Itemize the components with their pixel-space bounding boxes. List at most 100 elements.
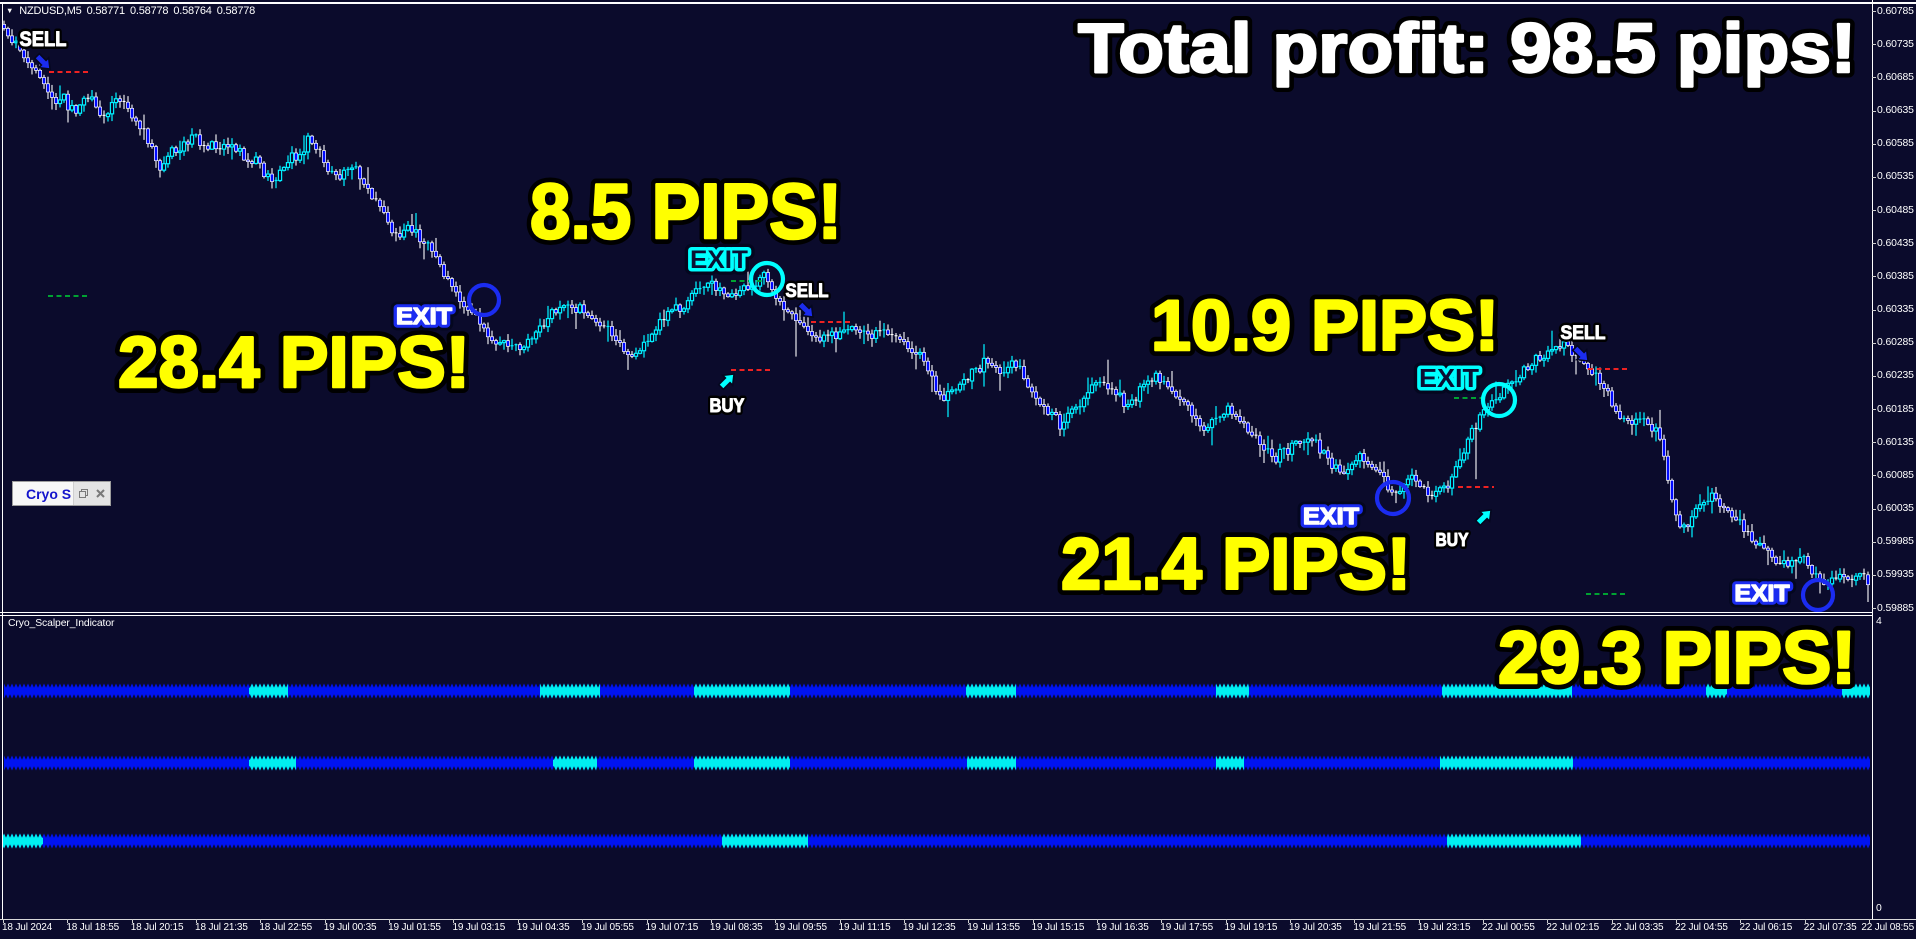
svg-text:EXIT: EXIT (1735, 580, 1790, 606)
quote-open: 0.58771 (86, 5, 126, 17)
svg-text:BUY: BUY (1436, 530, 1469, 550)
price-tick (1872, 541, 1876, 543)
time-tick (646, 919, 648, 923)
price-axis-separator (1871, 0, 1873, 919)
price-label: 0.60585 (1877, 138, 1914, 150)
pane-separator-upper[interactable] (0, 611, 1872, 614)
price-label: 0.60385 (1877, 270, 1914, 282)
time-label: 22 Jul 04:55 (1675, 922, 1728, 933)
price-tick (1872, 608, 1876, 609)
time-tick (1547, 919, 1549, 923)
svg-text:EXIT: EXIT (690, 246, 748, 274)
time-label: 19 Jul 08:35 (709, 922, 763, 933)
svg-text:EXIT: EXIT (1735, 580, 1790, 606)
price-label: 0.60035 (1877, 503, 1914, 514)
time-tick (1225, 919, 1227, 923)
sell-arrow-2[interactable] (795, 299, 818, 322)
chart-dropdown-icon[interactable]: ▼ (6, 5, 14, 15)
svg-text:29.3 PIPS!: 29.3 PIPS! (1498, 616, 1856, 699)
time-tick (1740, 919, 1742, 923)
time-label: 19 Jul 11:15 (838, 922, 891, 933)
sell-arrow-1[interactable] (32, 51, 55, 74)
price-label: 0.59935 (1877, 569, 1914, 581)
pips-label-3: 10.9 PIPS!10.9 PIPS! (1145, 281, 1505, 372)
indicator-row-1 (4, 683, 1870, 699)
price-label: 0.60335 (1877, 304, 1914, 315)
exit-circle-4[interactable] (1480, 381, 1518, 419)
price-tick (1872, 110, 1876, 112)
price-tick (1872, 243, 1876, 245)
cryo-scalper-panel[interactable]: Cryo S (12, 481, 111, 506)
price-tick (1872, 409, 1876, 410)
time-tick (1354, 919, 1356, 923)
time-label: 22 Jul 08:55 (1861, 922, 1914, 933)
price-tick (1872, 44, 1876, 46)
price-tick (1872, 375, 1876, 377)
svg-text:8.5 PIPS!: 8.5 PIPS! (530, 167, 842, 255)
time-label: 19 Jul 23:15 (1417, 922, 1471, 933)
exit-circle-3[interactable] (1374, 479, 1412, 517)
price-label: 0.60185 (1877, 403, 1914, 415)
svg-text:BUY: BUY (1436, 530, 1469, 550)
time-label: 22 Jul 03:35 (1610, 922, 1664, 933)
time-label: 19 Jul 00:35 (323, 922, 377, 933)
time-label: 19 Jul 20:35 (1289, 922, 1342, 933)
time-tick (1032, 919, 1034, 923)
svg-text:BUY: BUY (710, 396, 745, 417)
time-tick (839, 919, 841, 923)
buy-arrow-1[interactable] (716, 369, 739, 392)
time-label: 22 Jul 07:35 (1803, 922, 1857, 933)
price-label: 0.60235 (1877, 370, 1914, 382)
time-label: 22 Jul 02:15 (1546, 922, 1600, 933)
svg-text:SELL: SELL (20, 28, 67, 51)
svg-text:EXIT: EXIT (1419, 363, 1479, 393)
price-tick (1872, 143, 1876, 145)
time-tick (775, 919, 777, 923)
time-tick (1418, 919, 1420, 923)
price-tick (1872, 442, 1876, 444)
buy-arrow-2[interactable] (1473, 505, 1496, 528)
total-profit-banner: Total profit: 98.5 pips!Total profit: 98… (1073, 4, 1862, 93)
time-tick (389, 919, 391, 923)
svg-text:29.3 PIPS!: 29.3 PIPS! (1498, 616, 1856, 699)
time-label: 18 Jul 2024 (2, 922, 53, 933)
pips-label-4: 21.4 PIPS!21.4 PIPS! (1055, 518, 1417, 611)
symbol-timeframe: NZDUSD,M5 (19, 5, 82, 17)
pane-separator-lower[interactable] (0, 614, 1872, 617)
svg-text:SELL: SELL (1561, 323, 1606, 344)
pips-label-2: 8.5 PIPS!8.5 PIPS! (524, 161, 848, 261)
price-label: 0.60485 (1877, 204, 1914, 216)
time-tick (1611, 919, 1613, 923)
quote-high: 0.58778 (129, 5, 169, 17)
restore-icon[interactable] (77, 487, 90, 500)
close-icon[interactable] (94, 487, 107, 500)
svg-text:21.4 PIPS!: 21.4 PIPS! (1061, 524, 1411, 605)
time-tick (196, 919, 198, 923)
time-label: 19 Jul 17:55 (1160, 922, 1213, 933)
time-tick (131, 919, 133, 923)
indicator-name-label: Cryo_Scalper_Indicator (8, 618, 115, 629)
time-tick (903, 919, 905, 923)
bull-candle-bodies (13, 40, 1863, 585)
time-label: 19 Jul 12:35 (902, 922, 956, 933)
svg-text:EXIT: EXIT (1419, 363, 1479, 393)
svg-text:21.4 PIPS!: 21.4 PIPS! (1061, 524, 1411, 605)
exit-circle-1[interactable] (466, 282, 502, 318)
time-tick (1096, 919, 1098, 923)
price-tick (1872, 11, 1876, 12)
indicator-scale-max: 4 (1876, 616, 1882, 627)
time-tick (582, 919, 584, 923)
svg-text:SELL: SELL (786, 281, 829, 302)
sell-arrow-3[interactable] (1570, 343, 1593, 366)
exit-circle-2[interactable] (748, 260, 786, 298)
exit-circle-5[interactable] (1800, 577, 1836, 613)
time-tick (1676, 919, 1678, 923)
price-tick (1872, 342, 1876, 344)
price-label: 0.60135 (1877, 436, 1914, 448)
